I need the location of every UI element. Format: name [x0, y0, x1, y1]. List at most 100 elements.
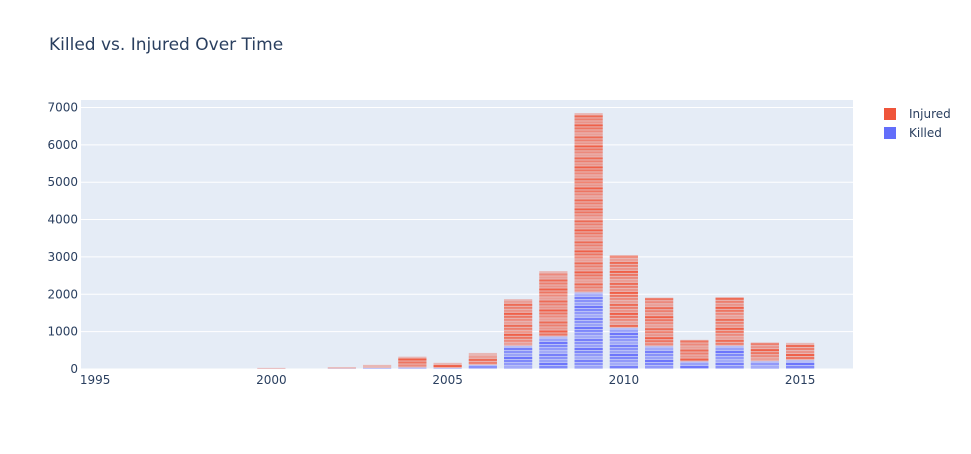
bar-stripe [645, 366, 673, 368]
bar-stripe [469, 356, 497, 358]
bar-stripe [610, 262, 638, 264]
bar-stripe [716, 301, 744, 303]
legend-swatch-injured[interactable] [884, 108, 896, 120]
legend-label-injured[interactable]: Injured [909, 107, 951, 121]
bar-stripe [575, 235, 603, 237]
bar-stripe [504, 363, 532, 365]
bar-stripe [610, 363, 638, 365]
bar-stripe [575, 354, 603, 356]
bar-stripe [575, 342, 603, 344]
bar-stripe [539, 327, 567, 329]
legend-swatch-killed[interactable] [884, 127, 896, 139]
bar-stripe [575, 169, 603, 171]
bar-stripe [575, 333, 603, 335]
bar-stripe [504, 340, 532, 342]
bar-stripe [645, 331, 673, 333]
bar-stripe [575, 286, 603, 288]
bar-stripe [610, 357, 638, 359]
bar-stripe [575, 154, 603, 156]
bar-stripe [575, 351, 603, 353]
bar-stripe [716, 316, 744, 318]
bar-stripe [786, 366, 814, 368]
bar-stripe [539, 306, 567, 308]
bar-stripe [575, 357, 603, 359]
bar-stripe [504, 301, 532, 303]
bar-stripe [716, 307, 744, 309]
bar-stripe [504, 337, 532, 339]
bar-stripe [610, 265, 638, 267]
bar-stripe [575, 321, 603, 323]
bar-stripe [575, 280, 603, 282]
bar-stripe [575, 262, 603, 264]
bar-stripe [575, 175, 603, 177]
bar-stripe [575, 178, 603, 180]
bar-stripe [751, 366, 779, 368]
bar-stripe [610, 268, 638, 270]
y-tick-label: 3000 [47, 250, 78, 264]
bar-stripe [716, 343, 744, 345]
bar-stripe [539, 303, 567, 305]
bar-stripe [751, 355, 779, 357]
bar-stripe [610, 345, 638, 347]
bar-stripe [575, 256, 603, 258]
chart-title: Killed vs. Injured Over Time [49, 35, 283, 55]
bar-stripe [680, 353, 708, 355]
y-tick-label: 0 [70, 362, 78, 376]
bar-stripe [751, 343, 779, 345]
bar-stripe [575, 366, 603, 368]
bar-stripe [610, 304, 638, 306]
bar-stripe [539, 321, 567, 323]
bar-stripe [610, 289, 638, 291]
y-tick-label: 4000 [47, 213, 78, 227]
bar-stripe [610, 336, 638, 338]
bar-stripe [575, 306, 603, 308]
bar-stripe [610, 259, 638, 261]
bar-stripe [680, 359, 708, 361]
bar-stripe [539, 366, 567, 368]
x-tick-label: 1995 [80, 373, 111, 387]
legend-label-killed[interactable]: Killed [909, 126, 942, 140]
bar-stripe [716, 360, 744, 362]
bar-stripe [645, 307, 673, 309]
bar-stripe [575, 130, 603, 132]
bar-stripe [575, 277, 603, 279]
bar-stripe [645, 351, 673, 353]
bar-stripe [575, 327, 603, 329]
bar-stripe [610, 348, 638, 350]
bar-stripe [575, 163, 603, 165]
bar-stripe [680, 350, 708, 352]
bar-stripe [504, 334, 532, 336]
bar-stripe [575, 193, 603, 195]
bar-stripe [610, 298, 638, 300]
bar-stripe [575, 199, 603, 201]
y-tick-label: 1000 [47, 325, 78, 339]
bar-stripe [398, 362, 426, 364]
bar-stripe [575, 133, 603, 135]
bar-stripe [645, 322, 673, 324]
bar-injured [328, 367, 356, 368]
bar-stripe [469, 362, 497, 364]
bar-stripe [575, 121, 603, 123]
bar-stripe [575, 259, 603, 261]
bar-stripe [610, 325, 638, 327]
bar-stripe [398, 365, 426, 367]
bar-stripe [539, 357, 567, 359]
bar-stripe [575, 223, 603, 225]
bar-stripe [539, 297, 567, 299]
bar-stripe [575, 142, 603, 144]
bar-stripe [504, 366, 532, 368]
bar-stripe [575, 324, 603, 326]
bar-stripe [539, 315, 567, 317]
bar-stripe [469, 366, 497, 368]
bar-stripe [610, 360, 638, 362]
bar-stripe [539, 285, 567, 287]
bar-stripe [716, 340, 744, 342]
bar-stripe [716, 357, 744, 359]
bar-stripe [645, 334, 673, 336]
bar-killed [434, 368, 462, 369]
bar-stripe [469, 359, 497, 361]
bar-stripe [575, 265, 603, 267]
bar-stripe [610, 286, 638, 288]
bar-stripe [645, 325, 673, 327]
